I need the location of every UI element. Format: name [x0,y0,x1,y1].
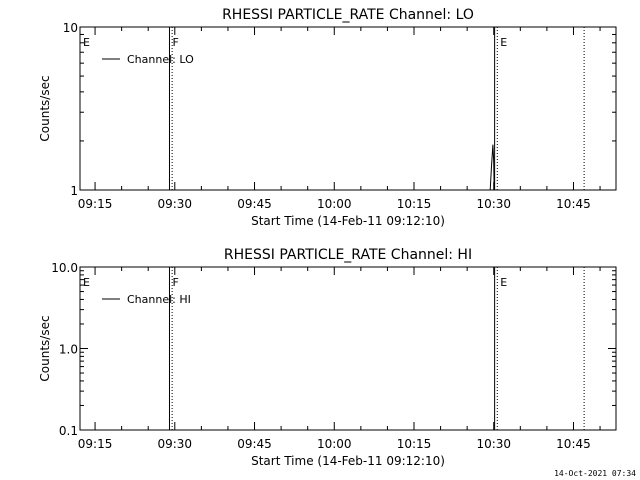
chart-panel-1: RHESSI PARTICLE_RATE Channel: LO 1 10 Count… [38,7,617,228]
x-tick-label: 09:45 [237,437,272,451]
x-tick-label: 10:15 [397,197,432,211]
event-marker-label: E [83,276,90,289]
x-axis-label: Start Time (14-Feb-11 09:12:10) [251,454,445,468]
y-tick-label: 1 [70,184,78,198]
x-tick-label: 10:00 [317,437,352,451]
legend: Channel: HI [102,293,191,306]
event-marker-label: E [500,36,507,49]
y-tick-label: 10.0 [51,261,78,275]
y-tick-label: 0.1 [59,424,78,438]
x-tick-label: 09:30 [157,197,192,211]
event-marker-label: E [83,36,90,49]
series-line [489,144,495,191]
x-tick-label: 10:15 [397,437,432,451]
x-tick-label: 10:45 [556,197,591,211]
plot-frame [79,26,617,191]
chart-title: RHESSI PARTICLE_RATE Channel: LO [222,7,474,23]
event-marker-label: F [172,36,178,49]
y-tick-label: 10 [63,21,78,35]
legend: Channel: LO [102,53,194,66]
y-axis-label: Counts/sec [38,75,52,141]
x-tick-label: 10:30 [476,437,511,451]
legend-label: Channel: LO [127,53,194,66]
event-marker-label: E [500,276,507,289]
y-tick-label: 1.0 [59,343,78,357]
legend-label: Channel: HI [127,293,191,306]
x-tick-label: 09:30 [157,437,192,451]
x-tick-label: 10:00 [317,197,352,211]
chart-panel-2: RHESSI PARTICLE_RATE Channel: HI 0.1 1.0 10… [38,247,617,468]
x-tick-label: 10:30 [476,197,511,211]
y-axis-label: Counts/sec [38,315,52,381]
x-tick-label: 09:15 [78,437,113,451]
chart-title: RHESSI PARTICLE_RATE Channel: HI [224,247,472,263]
footer-timestamp: 14-Oct-2021 07:34 [554,469,636,478]
x-tick-label: 09:45 [237,197,272,211]
event-marker-label: F [172,276,178,289]
plot-frame [79,266,617,431]
x-tick-label: 09:15 [78,197,113,211]
x-axis-label: Start Time (14-Feb-11 09:12:10) [251,214,445,228]
x-tick-label: 10:45 [556,437,591,451]
